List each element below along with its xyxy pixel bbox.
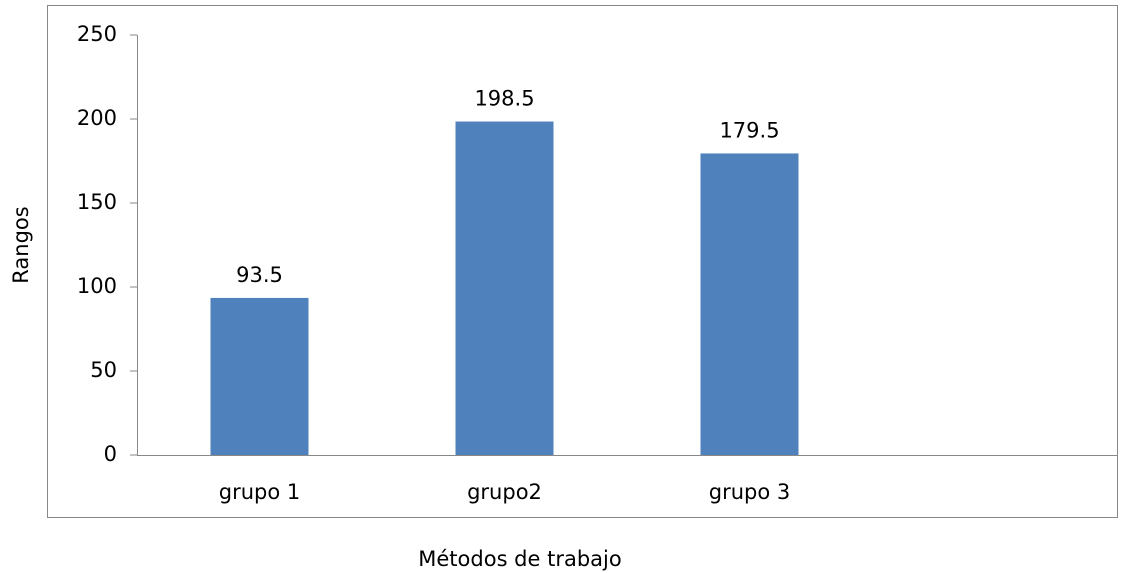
data-label: 179.5 [719,118,779,142]
bar [210,297,309,455]
y-tick-label: 250 [77,22,117,46]
y-tick-label: 50 [90,358,117,382]
x-tick-label: grupo 1 [219,480,301,504]
data-label: 93.5 [236,263,283,287]
bar [700,153,799,455]
y-axis-title: Rangos [9,206,33,283]
x-axis-title: Métodos de trabajo [418,547,621,571]
y-tick-label: 200 [77,106,117,130]
plot-frame [47,5,1118,518]
bar [455,121,554,456]
y-tick-label: 150 [77,190,117,214]
y-tick-label: 100 [77,274,117,298]
x-tick-label: grupo2 [467,480,542,504]
data-label: 198.5 [474,87,534,111]
y-tick-label: 0 [104,442,117,466]
x-tick-label: grupo 3 [709,480,791,504]
